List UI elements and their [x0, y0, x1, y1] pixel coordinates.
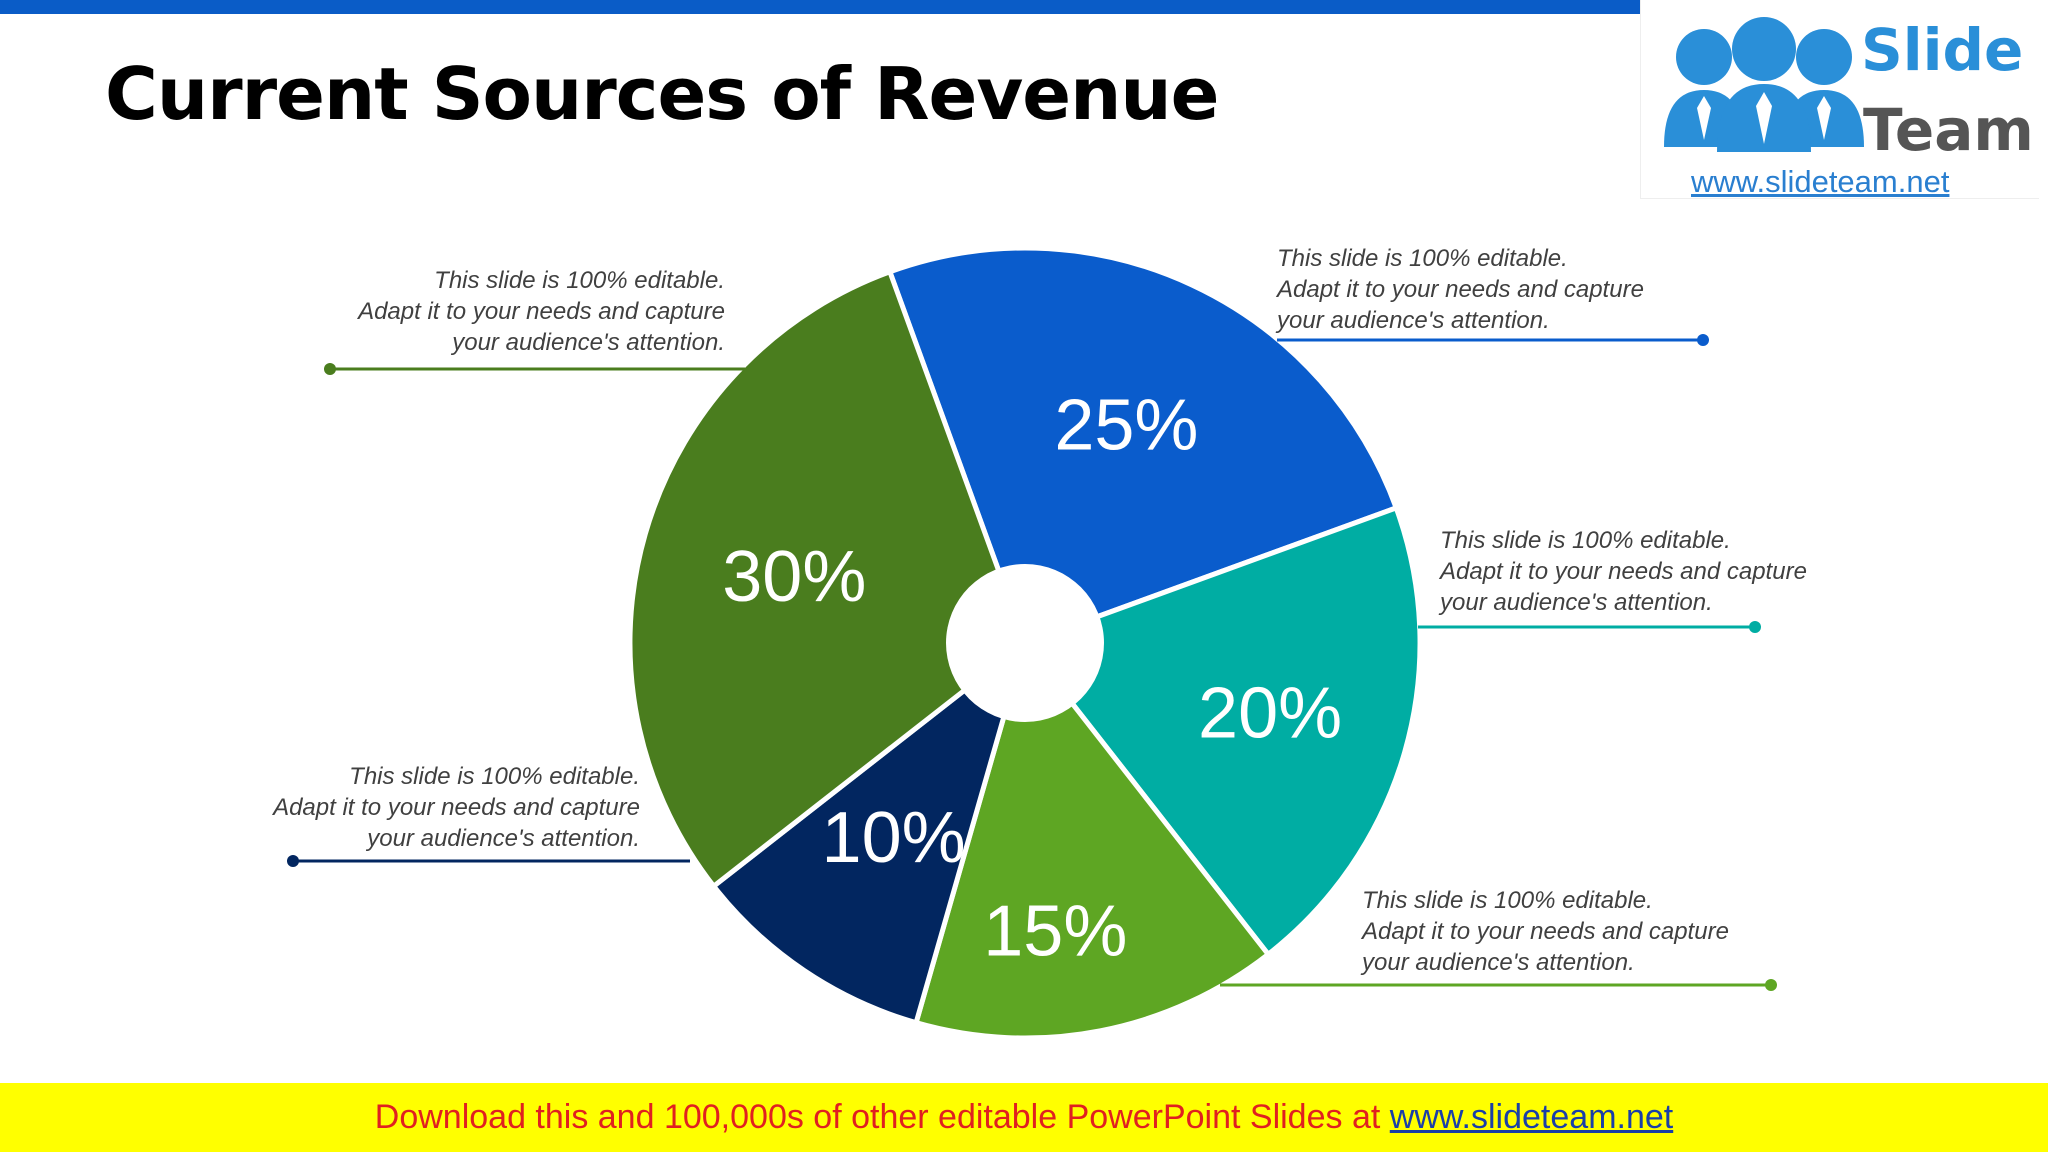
callout-leader-dot [1765, 979, 1777, 991]
callout-leader-lines [287, 334, 1777, 991]
slideteam-logo: Slide Team www.slideteam.net [1640, 0, 2039, 199]
callout-text-25: This slide is 100% editable. Adapt it to… [1277, 245, 1644, 334]
callout-text-10: This slide is 100% editable. Adapt it to… [273, 763, 640, 852]
pie-slice-10 [711, 640, 1028, 1026]
callout-leader-dot [1697, 334, 1709, 346]
callout-text-15: This slide is 100% editable. Adapt it to… [1362, 887, 1729, 976]
top-accent-bar [0, 0, 1640, 14]
pie-slice-label-15: 15% [983, 891, 1127, 971]
pie-slice-label-20: 20% [1198, 673, 1342, 753]
pie-slice-20 [1022, 505, 1423, 957]
footer-message: Download this and 100,000s of other edit… [374, 1098, 1390, 1136]
pie-slice-15 [913, 640, 1271, 1041]
pie-slice-label-30: 30% [722, 537, 866, 617]
pie-slice-25 [887, 245, 1399, 646]
callout-text-30: This slide is 100% editable. Adapt it to… [358, 267, 725, 356]
callout-leader-dot [1749, 621, 1761, 633]
people-icon [1664, 17, 1864, 152]
callout-leader-dot [287, 855, 299, 867]
footer-text: Download this and 100,000s of other edit… [375, 1098, 1673, 1136]
footer-banner: Download this and 100,000s of other edit… [0, 1083, 2048, 1152]
callout-leader-dot [324, 363, 336, 375]
logo-url-link[interactable]: www.slideteam.net [1691, 164, 1950, 199]
pie-slice-label-25: 25% [1054, 386, 1198, 466]
pie-center-hole [946, 564, 1104, 722]
slide-title: Current Sources of Revenue [105, 52, 1219, 136]
logo-word-team: Team [1863, 96, 2034, 164]
pie-slice-30 [627, 269, 1028, 889]
logo-word-slide: Slide [1861, 16, 2024, 84]
pie-slice-label-10: 10% [822, 798, 966, 878]
pie-slice-labels: 25% 20% 15%10% 30% [722, 386, 1342, 972]
footer-link[interactable]: www.slideteam.net [1389, 1098, 1674, 1136]
pie-slices [627, 245, 1423, 1041]
callout-text-20: This slide is 100% editable. Adapt it to… [1440, 527, 1807, 616]
